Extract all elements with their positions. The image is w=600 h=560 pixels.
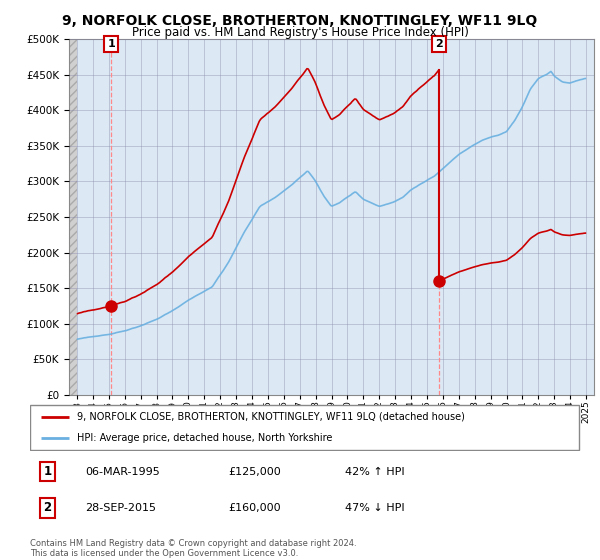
Text: Price paid vs. HM Land Registry's House Price Index (HPI): Price paid vs. HM Land Registry's House … <box>131 26 469 39</box>
Text: 2: 2 <box>44 501 52 514</box>
Text: 1: 1 <box>107 39 115 49</box>
Text: Contains HM Land Registry data © Crown copyright and database right 2024.
This d: Contains HM Land Registry data © Crown c… <box>30 539 356 558</box>
Text: 42% ↑ HPI: 42% ↑ HPI <box>344 466 404 477</box>
Text: 47% ↓ HPI: 47% ↓ HPI <box>344 503 404 513</box>
Text: 06-MAR-1995: 06-MAR-1995 <box>85 466 160 477</box>
Bar <box>69 39 77 395</box>
Text: 9, NORFOLK CLOSE, BROTHERTON, KNOTTINGLEY, WF11 9LQ (detached house): 9, NORFOLK CLOSE, BROTHERTON, KNOTTINGLE… <box>77 412 465 422</box>
Text: 9, NORFOLK CLOSE, BROTHERTON, KNOTTINGLEY, WF11 9LQ: 9, NORFOLK CLOSE, BROTHERTON, KNOTTINGLE… <box>62 14 538 28</box>
Text: 2: 2 <box>435 39 443 49</box>
Text: £160,000: £160,000 <box>229 503 281 513</box>
FancyBboxPatch shape <box>30 405 579 450</box>
Text: HPI: Average price, detached house, North Yorkshire: HPI: Average price, detached house, Nort… <box>77 433 332 444</box>
Text: £125,000: £125,000 <box>229 466 281 477</box>
Text: 28-SEP-2015: 28-SEP-2015 <box>85 503 156 513</box>
Text: 1: 1 <box>44 465 52 478</box>
